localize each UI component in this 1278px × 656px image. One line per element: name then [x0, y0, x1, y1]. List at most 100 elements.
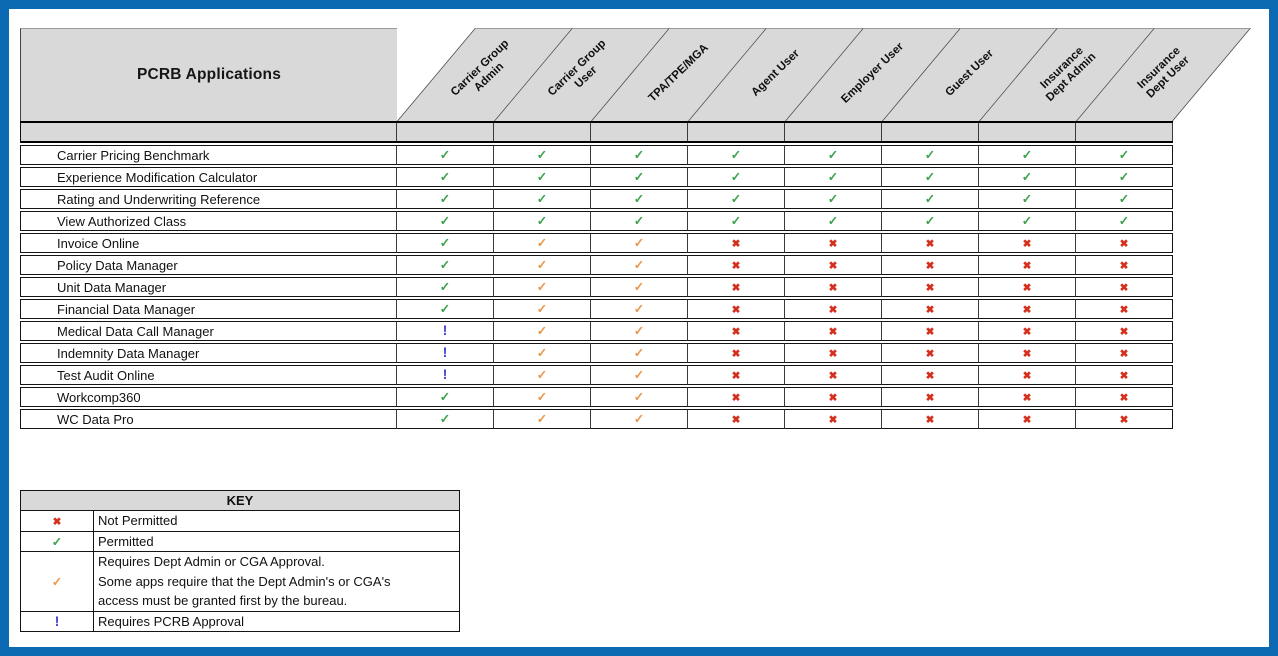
permission-cell: ✓: [397, 189, 494, 209]
approval-icon: ✓: [633, 390, 645, 404]
permitted-icon: ✓: [536, 214, 548, 228]
permitted-icon: ✓: [633, 170, 645, 184]
permitted-icon: ✓: [827, 192, 839, 206]
permitted-icon: ✓: [439, 258, 451, 272]
permitted-icon: ✓: [439, 214, 451, 228]
matrix-row: Policy Data Manager ✓ ✓ ✓ ✖ ✖ ✖ ✖ ✖: [20, 255, 1173, 275]
permitted-icon: ✓: [439, 192, 451, 206]
permitted-icon: ✓: [924, 148, 936, 162]
key-description: Requires PCRB Approval: [93, 610, 460, 632]
permission-cell: ✓: [591, 299, 688, 319]
permission-cell: ✓: [494, 255, 591, 275]
matrix-row: Indemnity Data Manager! ✓ ✓ ✖ ✖ ✖ ✖ ✖: [20, 343, 1173, 363]
permission-cell: ✖: [785, 299, 882, 319]
permission-cell: ✖: [785, 233, 882, 253]
permitted-icon: ✓: [439, 412, 451, 426]
permissions-matrix: Carrier Pricing Benchmark ✓ ✓ ✓ ✓ ✓ ✓ ✓ ✓ Experie…: [20, 143, 1173, 431]
key-row: ✓ Requires Dept Admin or CGA Approval. Som…: [20, 551, 460, 612]
permitted-icon: ✓: [439, 170, 451, 184]
permission-cell: ✓: [591, 255, 688, 275]
approval-icon: ✓: [633, 368, 645, 382]
permission-cell: ✓: [397, 277, 494, 297]
permission-cell: ✓: [494, 277, 591, 297]
permission-cell: !: [397, 365, 494, 385]
permission-cell: ✓: [397, 409, 494, 429]
permitted-icon: ✓: [536, 170, 548, 184]
permitted-icon: ✓: [633, 192, 645, 206]
key-description-line: Not Permitted: [98, 513, 178, 528]
not-permitted-icon: ✖: [925, 414, 935, 426]
approval-icon: ✓: [536, 368, 548, 382]
not-permitted-icon: ✖: [1022, 370, 1032, 382]
permission-cell: ✖: [979, 321, 1076, 341]
permission-cell: ✖: [785, 277, 882, 297]
permission-cell: ✖: [979, 365, 1076, 385]
not-permitted-icon: ✖: [828, 304, 838, 316]
permission-cell: ✖: [882, 409, 979, 429]
not-permitted-icon: ✖: [731, 326, 741, 338]
permission-cell: ✓: [397, 299, 494, 319]
permission-cell: ✓: [785, 167, 882, 187]
not-permitted-icon: ✖: [1022, 348, 1032, 360]
pcrb-icon: !: [54, 613, 60, 629]
permission-cell: ✓: [494, 365, 591, 385]
permission-cell: ✖: [882, 365, 979, 385]
permission-cell: ✓: [591, 277, 688, 297]
permission-cell: ✓: [494, 299, 591, 319]
permission-cell: ✖: [1076, 277, 1173, 297]
not-permitted-icon: ✖: [828, 392, 838, 404]
permitted-icon: ✓: [1118, 170, 1130, 184]
permission-cell: ✖: [1076, 321, 1173, 341]
permission-cell: ✖: [882, 277, 979, 297]
not-permitted-icon: ✖: [1022, 238, 1032, 250]
permission-cell: ✖: [882, 343, 979, 363]
permission-cell: ✓: [688, 167, 785, 187]
permission-cell: ✖: [979, 299, 1076, 319]
permission-cell: ✓: [591, 233, 688, 253]
permission-cell: ✖: [785, 255, 882, 275]
pcrb-icon: !: [442, 345, 448, 360]
permission-cell: ✓: [591, 321, 688, 341]
permitted-icon: ✓: [439, 280, 451, 294]
permission-cell: ✖: [1076, 409, 1173, 429]
permission-cell: ✖: [979, 277, 1076, 297]
permission-cell: ✖: [688, 233, 785, 253]
permitted-icon: ✓: [827, 148, 839, 162]
approval-icon: ✓: [633, 302, 645, 316]
not-permitted-icon: ✖: [731, 238, 741, 250]
permitted-icon: ✓: [730, 214, 742, 228]
approval-icon: ✓: [536, 412, 548, 426]
permission-cell: ✓: [785, 145, 882, 165]
not-permitted-icon: ✖: [731, 282, 741, 294]
permitted-icon: ✓: [1021, 148, 1033, 162]
not-permitted-icon: ✖: [828, 260, 838, 272]
not-permitted-icon: ✖: [1119, 348, 1129, 360]
permission-cell: ✖: [1076, 343, 1173, 363]
pcrb-icon: !: [442, 323, 448, 338]
permission-cell: ✓: [397, 211, 494, 231]
permission-cell: ✓: [979, 189, 1076, 209]
app-name: View Authorized Class: [20, 211, 397, 231]
permission-cell: ✖: [785, 365, 882, 385]
permission-cell: ✓: [1076, 189, 1173, 209]
permission-cell: ✓: [591, 365, 688, 385]
matrix-row: View Authorized Class ✓ ✓ ✓ ✓ ✓ ✓ ✓ ✓: [20, 211, 1173, 231]
permission-cell: !: [397, 343, 494, 363]
app-name: Workcomp360: [20, 387, 397, 407]
not-permitted-icon: ✖: [731, 392, 741, 404]
matrix-row: Workcomp360 ✓ ✓ ✓ ✖ ✖ ✖ ✖ ✖: [20, 387, 1173, 407]
approval-icon: ✓: [51, 574, 63, 589]
permitted-icon: ✓: [1118, 192, 1130, 206]
permission-cell: ✓: [979, 145, 1076, 165]
matrix-row: Invoice Online ✓ ✓ ✓ ✖ ✖ ✖ ✖ ✖: [20, 233, 1173, 253]
applications-header-box: PCRB Applications: [20, 28, 397, 121]
permission-cell: ✓: [494, 343, 591, 363]
permitted-icon: ✓: [827, 214, 839, 228]
app-name: Indemnity Data Manager: [20, 343, 397, 363]
permission-cell: ✓: [397, 255, 494, 275]
permitted-icon: ✓: [1021, 214, 1033, 228]
not-permitted-icon: ✖: [1022, 326, 1032, 338]
permission-cell: ✖: [979, 233, 1076, 253]
not-permitted-icon: ✖: [1119, 238, 1129, 250]
not-permitted-icon: ✖: [1119, 304, 1129, 316]
